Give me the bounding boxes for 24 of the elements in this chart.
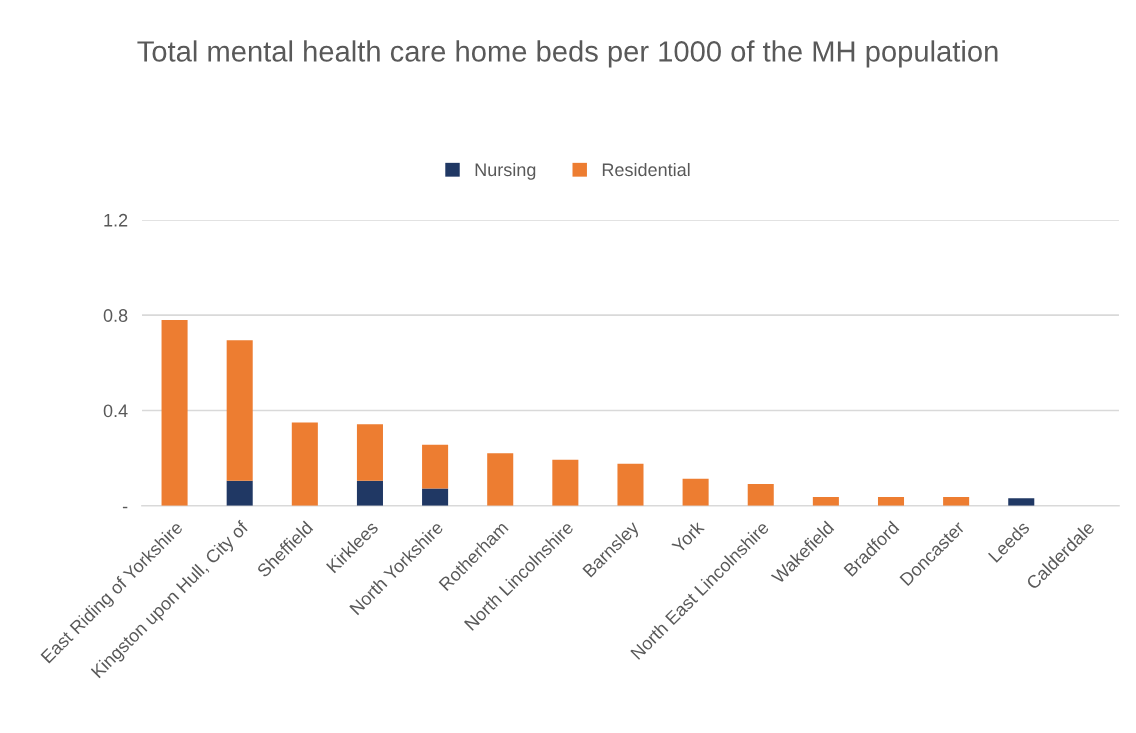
bar [552, 459, 579, 506]
bar [943, 496, 970, 506]
y-tick-label: 1.2 [104, 213, 128, 227]
y-tick-label: 0.4 [103, 404, 128, 418]
bar [422, 444, 449, 489]
bar [487, 453, 514, 506]
bar [161, 319, 188, 506]
bar [747, 484, 774, 506]
bar [226, 340, 253, 481]
y-tick-label: - [122, 506, 128, 509]
bar [682, 478, 709, 506]
bar [1008, 498, 1035, 506]
bar [422, 488, 449, 506]
bar [356, 424, 383, 481]
bar [291, 422, 318, 506]
bar [226, 480, 253, 506]
bar [877, 496, 905, 506]
bar [356, 480, 383, 506]
legend-label: Nursing [475, 162, 536, 180]
legend-label: Residential [602, 162, 690, 177]
y-tick-label: 0.8 [103, 309, 128, 322]
bar [812, 496, 839, 506]
chart-title: Total mental health care home beds per 1000 of the MH population [137, 40, 998, 68]
bar [617, 463, 644, 506]
